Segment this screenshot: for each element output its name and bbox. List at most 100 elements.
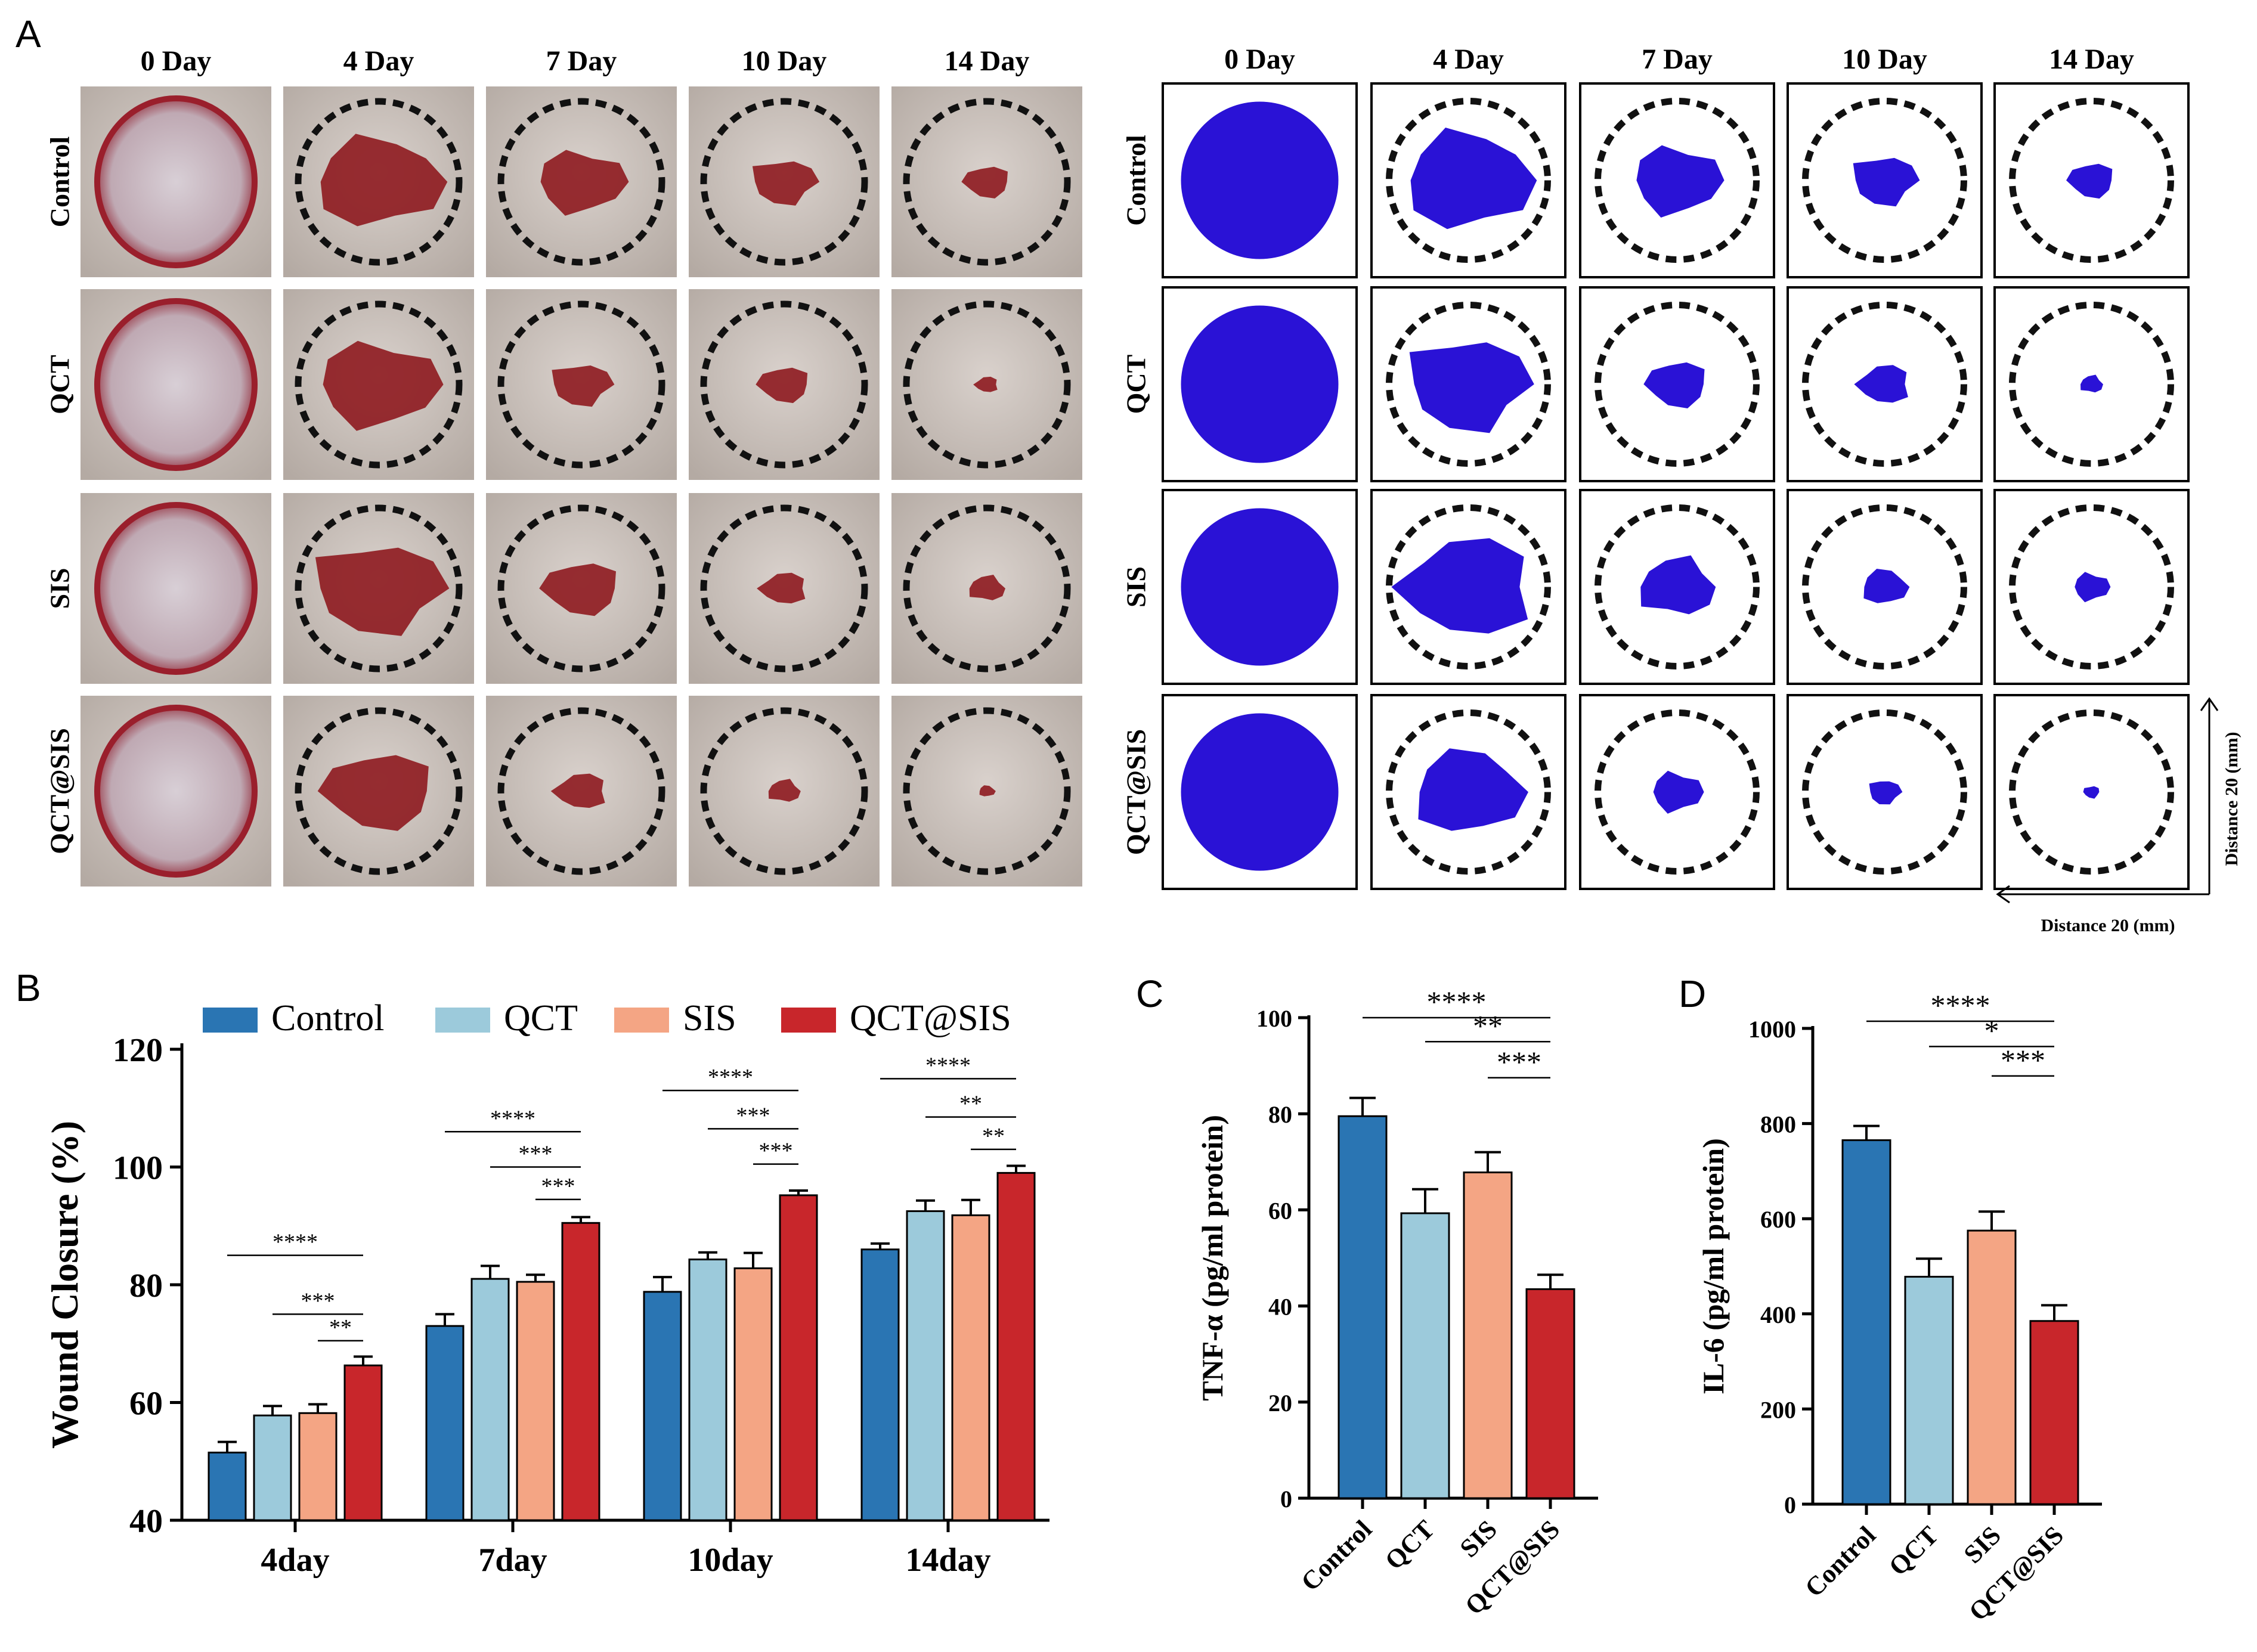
photo-dashed-ring	[295, 707, 463, 875]
trace-group-label: QCT@SIS	[1121, 729, 1151, 856]
panel-letter-b: B	[16, 966, 41, 1009]
bar	[860, 1248, 900, 1521]
y-axis-title: Wound Closure (%)	[44, 1121, 86, 1449]
photo-dashed-ring	[295, 98, 463, 266]
significance-label: ***	[1497, 1045, 1541, 1078]
legend-label: Control	[271, 998, 384, 1039]
photo-day-header: 0 Day	[141, 45, 212, 77]
photo-wound	[752, 161, 820, 206]
panel-letter-c: C	[1136, 972, 1164, 1015]
trace-wound	[1418, 748, 1528, 831]
x-tick-label: 4day	[261, 1542, 329, 1579]
x-tick-label: SIS	[1454, 1514, 1503, 1563]
y-tick-label: 40	[129, 1503, 163, 1540]
significance-label: ***	[759, 1139, 793, 1164]
y-tick-label: 200	[1760, 1396, 1796, 1423]
photo-day-header: 14 Day	[945, 45, 1030, 77]
trace-wound	[1391, 538, 1528, 634]
trace-wound	[2080, 374, 2103, 393]
trace-wound	[1409, 342, 1534, 433]
trace-dashed-ring	[1595, 709, 1760, 875]
significance-label: ***	[519, 1142, 553, 1167]
x-tick-label: 7day	[478, 1542, 547, 1579]
photo-wound	[317, 755, 429, 831]
photo-dashed-ring	[497, 98, 665, 266]
scale-vertical-arrowhead	[2200, 697, 2219, 711]
trace-day-header: 0 Day	[1224, 44, 1295, 75]
trace-wound	[1643, 362, 1705, 408]
trace-wound	[1181, 508, 1339, 666]
trace-dashed-ring	[1386, 302, 1551, 467]
y-tick-label: 600	[1760, 1206, 1796, 1233]
photo-wound	[540, 150, 629, 216]
y-tick-label: 120	[113, 1032, 163, 1069]
photo-wound	[323, 340, 444, 431]
trace-wound	[1181, 305, 1339, 463]
photo-wound	[315, 547, 450, 636]
chart-d-il-6: 0 200 400 600 800 1000 IL-6 (pg/ml protein) Con…	[1696, 988, 2102, 1626]
photo-day-header: 7 Day	[546, 45, 617, 77]
photo-wound	[969, 575, 1005, 600]
y-tick-label: 80	[129, 1267, 163, 1304]
trace-day-header: 10 Day	[1842, 44, 1927, 75]
bar	[779, 1194, 818, 1521]
y-tick-label: 800	[1760, 1111, 1796, 1138]
significance-label: ****	[1427, 985, 1487, 1018]
significance-label: ****	[1931, 988, 1990, 1022]
trace-group-label: Control	[1121, 135, 1151, 226]
photo-dashed-ring	[903, 98, 1071, 266]
bar	[996, 1171, 1036, 1521]
trace-dashed-ring	[1802, 98, 1967, 263]
photo-wound	[756, 367, 808, 404]
scale-vertical-label: Distance 20 (mm)	[2222, 732, 2241, 866]
photo-wound	[973, 376, 998, 392]
significance-label: ****	[273, 1230, 318, 1255]
legend-swatch	[203, 1008, 258, 1033]
photo-day-header: 10 Day	[742, 45, 827, 77]
x-tick-label: QCT	[1883, 1520, 1944, 1581]
trace-group-label: QCT	[1121, 355, 1151, 414]
photo-dashed-ring	[700, 300, 868, 469]
day0-wound	[94, 298, 258, 471]
y-tick-label: 400	[1760, 1301, 1796, 1328]
photo-dashed-ring	[903, 300, 1071, 469]
bar	[1904, 1276, 1954, 1505]
photo-wound	[979, 785, 996, 796]
trace-wound	[1181, 713, 1339, 871]
trace-wound	[1854, 365, 1908, 403]
trace-dashed-ring	[1595, 302, 1760, 467]
photo-group-label: QCT	[45, 355, 75, 414]
trace-wound	[2066, 163, 2113, 199]
legend-label: QCT	[504, 998, 578, 1039]
y-tick-label: 40	[1268, 1294, 1292, 1321]
bar	[1400, 1212, 1450, 1499]
trace-wound	[2083, 786, 2100, 799]
trace-wound	[1853, 157, 1920, 207]
x-tick-label: 10day	[688, 1542, 773, 1579]
y-axis-title: IL-6 (pg/ml protein)	[1696, 1138, 1730, 1394]
bar	[1525, 1288, 1575, 1499]
day0-wound	[94, 95, 258, 268]
significance-label: **	[329, 1315, 352, 1340]
trace-dashed-ring	[1802, 504, 1967, 670]
photo-dashed-ring	[497, 707, 665, 875]
photo-dashed-ring	[700, 98, 868, 266]
photo-group-label: SIS	[45, 568, 75, 609]
bar	[643, 1291, 682, 1521]
trace-dashed-ring	[1386, 98, 1551, 263]
bar	[1338, 1115, 1388, 1499]
y-tick-label: 100	[113, 1150, 163, 1187]
photo-dashed-ring	[903, 707, 1071, 875]
bar	[688, 1259, 727, 1521]
trace-dashed-ring	[2009, 98, 2174, 263]
photo-dashed-ring	[700, 504, 868, 672]
x-tick-label: QCT	[1379, 1514, 1440, 1575]
trace-wound	[1640, 555, 1716, 615]
bar	[208, 1451, 247, 1521]
chart-b-wound-closure: Control QCT SIS QCT@SIS 40 60 80 100 120 Wound Cl…	[44, 998, 1049, 1579]
trace-day-header: 7 Day	[1642, 44, 1713, 75]
panel-a-wound-images: 0 Day 0 Day 4 Day 4 Day 7 Day 7 Day 10 Day 10 D…	[45, 44, 2241, 935]
trace-dashed-ring	[1595, 504, 1760, 670]
trace-wound	[1181, 101, 1339, 259]
trace-wound	[2075, 572, 2111, 603]
